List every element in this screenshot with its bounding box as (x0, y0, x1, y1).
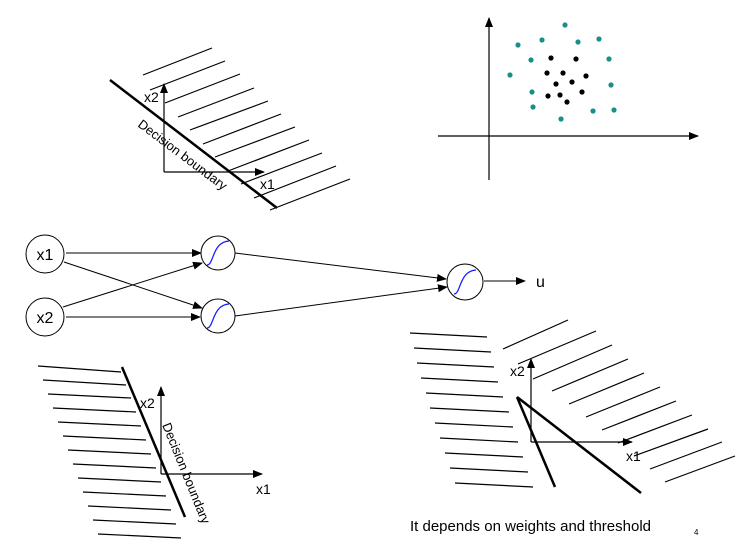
outer-point (611, 107, 617, 113)
input-node-x2-label: x2 (37, 310, 54, 327)
outer-point (562, 22, 568, 28)
bottom-left-hatching (37, 365, 182, 539)
inner-point (544, 70, 550, 76)
inner-point (579, 89, 585, 95)
bottom-right-x2-label: x2 (510, 363, 525, 379)
outer-point (590, 108, 596, 114)
bottom-left-decision-boundary (120, 366, 187, 518)
outer-point (529, 89, 535, 95)
bottom-left-x2-label: x2 (140, 395, 155, 411)
edge-h1-out (234, 252, 447, 282)
inner-point (545, 93, 551, 99)
inner-point (573, 56, 579, 62)
outer-point (528, 57, 534, 63)
top-left-x2-label: x2 (144, 89, 159, 105)
bottom-right-panel: x2 x1 (409, 319, 736, 494)
bottom-right-left-hatching (409, 332, 534, 488)
sigmoid-curve-icon (453, 269, 477, 295)
network-panel: x1 x2 u (25, 234, 545, 337)
scatter-panel (438, 17, 699, 180)
page-number: 4 (694, 528, 699, 537)
input-node-x1 (25, 234, 65, 274)
outer-point (558, 116, 564, 122)
bottom-right-boundary-2 (516, 396, 642, 494)
output-label-u: u (536, 274, 545, 291)
outer-point (608, 82, 614, 88)
outer-point (606, 56, 612, 62)
inner-point (583, 73, 589, 79)
inner-point (548, 55, 554, 61)
top-left-panel: x2 x1 Decision boundary (109, 47, 351, 211)
bottom-left-panel: x2 x1 Decision boundary (37, 365, 271, 539)
edge-h2-out (234, 284, 448, 317)
outer-point (575, 39, 581, 45)
edge-x2-h1 (62, 261, 203, 308)
hidden-node-2 (200, 298, 236, 334)
input-node-x1-label: x1 (37, 247, 54, 264)
outer-point (507, 72, 513, 78)
outer-point (596, 36, 602, 42)
output-node (446, 263, 484, 301)
bottom-right-x1-label: x1 (626, 448, 641, 464)
scatter-outer-points (507, 22, 617, 122)
caption: It depends on weights and threshold (410, 518, 651, 535)
inner-point (557, 92, 563, 98)
hidden-node-1 (200, 235, 236, 271)
outer-point (515, 42, 521, 48)
bottom-left-x1-label: x1 (256, 481, 271, 497)
top-left-x1-label: x1 (260, 176, 275, 192)
top-left-decision-boundary (109, 79, 278, 209)
outer-point (530, 104, 536, 110)
bottom-right-right-hatching (502, 319, 736, 483)
sigmoid-curve-icon (206, 240, 230, 266)
inner-point (569, 79, 575, 85)
input-node-x2 (25, 297, 65, 337)
inner-point (553, 81, 559, 87)
top-left-boundary-label: Decision boundary (135, 116, 230, 193)
inner-point (560, 70, 566, 76)
scatter-inner-points (544, 55, 589, 105)
outer-point (539, 37, 545, 43)
sigmoid-curve-icon (206, 303, 230, 329)
inner-point (564, 99, 570, 105)
